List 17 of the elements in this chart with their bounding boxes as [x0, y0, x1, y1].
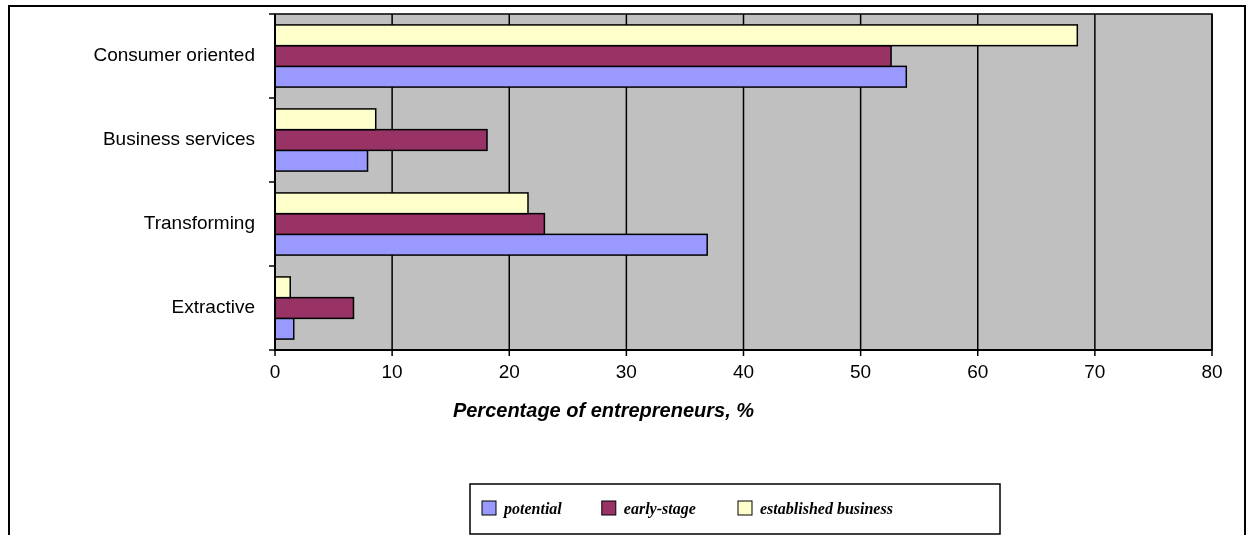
x-tick-label: 40 [732, 361, 755, 382]
legend-label: early-stage [623, 500, 696, 518]
x-tick-label: 70 [1084, 361, 1106, 382]
x-tick-label: 50 [850, 361, 872, 382]
y-tick-label: Consumer oriented [93, 44, 255, 66]
y-tick-label: Business services [102, 128, 255, 150]
x-axis-title: Percentage of entrepreneurs, % [452, 399, 755, 421]
x-tick-label: 10 [381, 361, 403, 382]
legend-label: potential [502, 500, 563, 518]
x-tick-label: 80 [1201, 361, 1223, 382]
x-tick-label: 30 [615, 361, 637, 382]
x-tick-label: 60 [967, 361, 989, 382]
legend-label: established business [760, 500, 893, 517]
y-tick-label: Transforming [143, 212, 255, 234]
x-tick-label: 20 [498, 361, 520, 382]
x-tick-label: 0 [269, 361, 281, 382]
y-tick-label: Extractive [171, 296, 255, 318]
